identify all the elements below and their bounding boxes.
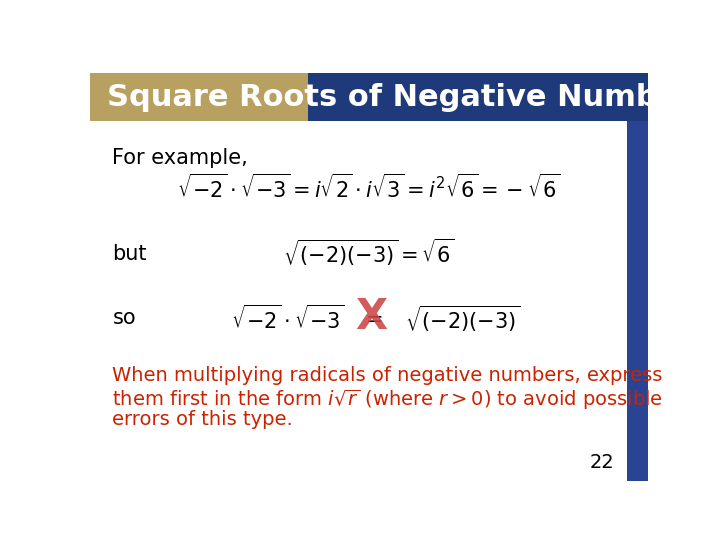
Text: $\sqrt{(-2)(-3)}$: $\sqrt{(-2)(-3)}$	[405, 303, 521, 334]
Text: $=$: $=$	[361, 308, 382, 328]
Text: so: so	[112, 308, 136, 328]
FancyBboxPatch shape	[627, 121, 648, 481]
Text: $\sqrt{-2} \cdot \sqrt{-3}$: $\sqrt{-2} \cdot \sqrt{-3}$	[231, 304, 345, 333]
Text: $\sqrt{-2} \cdot \sqrt{-3} = i\sqrt{2} \cdot i\sqrt{3} = i^2\sqrt{6} = -\sqrt{6}: $\sqrt{-2} \cdot \sqrt{-3} = i\sqrt{2} \…	[177, 173, 561, 201]
FancyBboxPatch shape	[307, 73, 648, 121]
Text: them first in the form $i\sqrt{r}$ (where $r > 0$) to avoid possible: them first in the form $i\sqrt{r}$ (wher…	[112, 388, 663, 413]
Text: errors of this type.: errors of this type.	[112, 410, 293, 429]
Text: Square Roots of Negative Numbers: Square Roots of Negative Numbers	[107, 83, 711, 112]
Text: For example,: For example,	[112, 148, 248, 168]
Text: $\sqrt{(-2)(-3)} = \sqrt{6}$: $\sqrt{(-2)(-3)} = \sqrt{6}$	[283, 237, 455, 268]
Text: 22: 22	[590, 453, 615, 472]
Text: $\mathbf{X}$: $\mathbf{X}$	[355, 296, 388, 338]
Text: but: but	[112, 244, 147, 264]
FancyBboxPatch shape	[90, 73, 307, 121]
Text: When multiplying radicals of negative numbers, express: When multiplying radicals of negative nu…	[112, 366, 662, 385]
